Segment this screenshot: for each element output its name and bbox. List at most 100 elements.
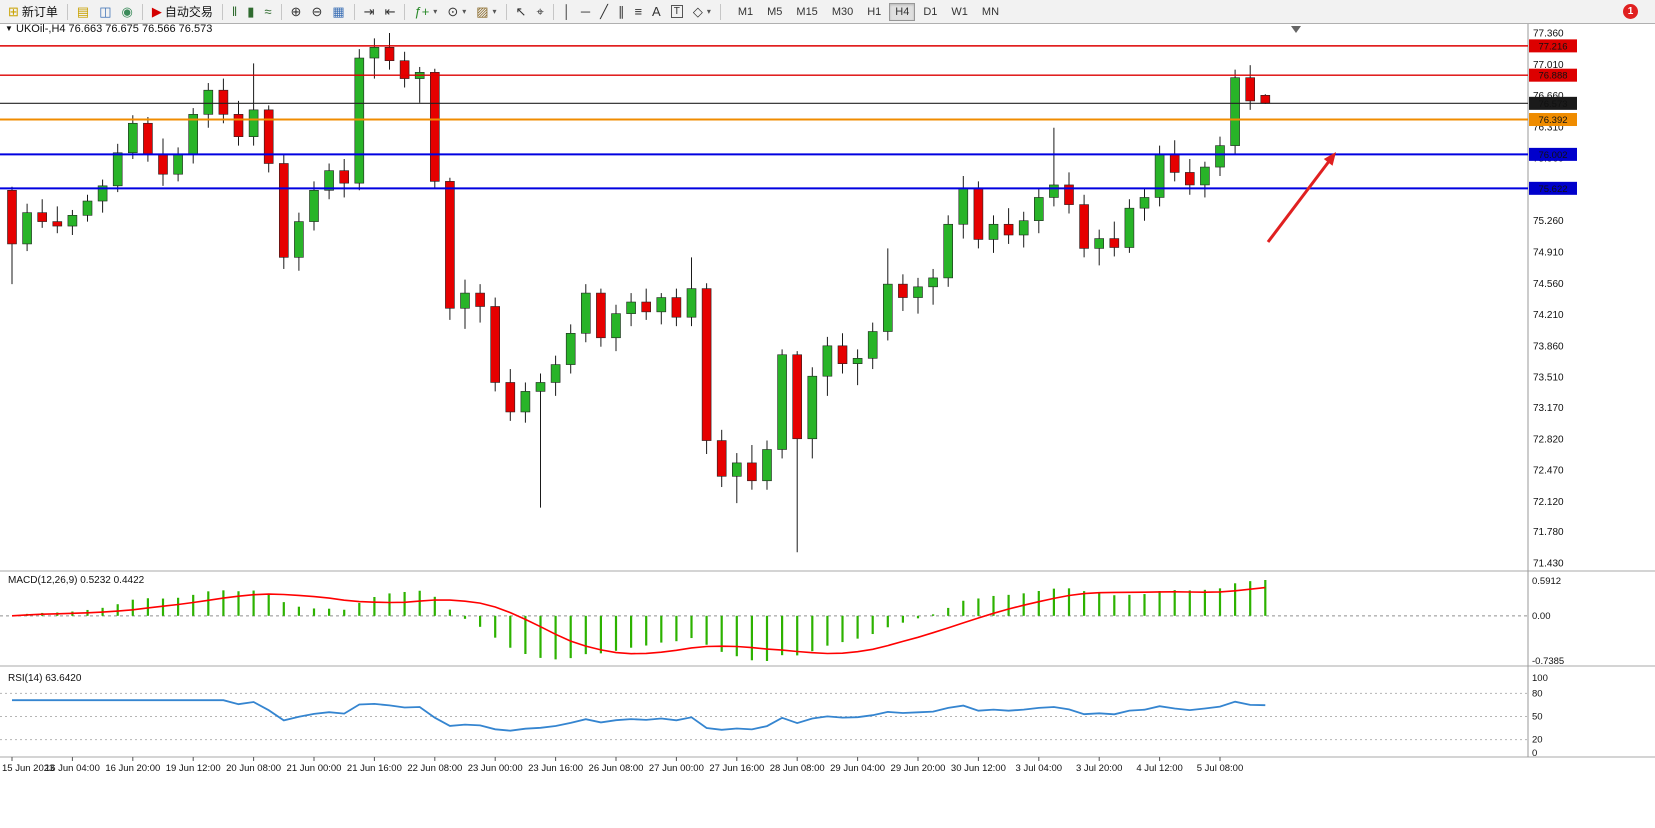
price-tag-label: 76.392 — [1538, 115, 1567, 126]
auto-scroll-button[interactable]: ⇥ — [360, 2, 379, 22]
candle-up — [1230, 77, 1240, 146]
candle-down — [671, 297, 682, 318]
candle-up — [550, 364, 561, 383]
main-toolbar: ⊞ 新订单 ▤ ◫ ◉ ▶ 自动交易 ‖ ▮ ≈ ⊕ ⊖ ▦ ⇥ ⇤ ƒ+ ▾ ⊙ ▾ ▨ ▾ ↖ ⌖ │ ─ ╱ ∥ ≡ A T ◇ ▾ M1… — [0, 0, 1655, 24]
price-tag-label: 75.622 — [1538, 184, 1567, 195]
new-order-button[interactable]: ⊞ 新订单 — [4, 2, 62, 22]
shapes-icon: ◇ — [692, 4, 703, 19]
periods-button[interactable]: ⊙ ▾ — [443, 2, 470, 22]
candle-down — [158, 154, 168, 175]
zoom-out-button[interactable]: ⊖ — [307, 2, 326, 22]
toolbar-separator — [280, 3, 282, 20]
bar-chart-button[interactable]: ‖ — [228, 2, 241, 22]
candle-up — [913, 286, 923, 298]
window-marker-icon[interactable]: ▼ — [5, 24, 13, 33]
toolbar-separator — [221, 3, 223, 20]
candle-up — [852, 358, 863, 364]
timeframe-h1[interactable]: H1 — [867, 5, 882, 18]
vertical-line-button[interactable]: │ — [559, 2, 575, 22]
candle-up — [626, 301, 636, 314]
channel-button[interactable]: ∥ — [614, 2, 629, 22]
price-axis-label: 72.120 — [1533, 497, 1564, 508]
line-chart-button[interactable]: ≈ — [260, 2, 275, 22]
price-axis-label: 75.260 — [1533, 216, 1564, 227]
text-label-icon: T — [670, 5, 683, 18]
price-tag — [1529, 113, 1577, 127]
crosshair-icon: ⌖ — [536, 4, 544, 19]
rsi-label: RSI(14) 63.6420 — [8, 673, 82, 684]
timeframe-m30[interactable]: M30 — [831, 5, 854, 18]
timeframe-m5[interactable]: M5 — [767, 5, 783, 18]
timeframe-h4[interactable]: H4 — [889, 2, 916, 21]
shapes-button[interactable]: ◇ ▾ — [689, 2, 715, 22]
candle-down — [641, 301, 652, 313]
indicators-button[interactable]: ƒ+ ▾ — [410, 2, 441, 22]
scroll-to-end-marker[interactable] — [1291, 26, 1301, 33]
horizontal-line-button[interactable]: ─ — [577, 2, 594, 22]
candle-up — [173, 154, 183, 175]
candle-down — [837, 345, 848, 364]
candle-up — [203, 89, 214, 115]
notification-badge[interactable]: 1 — [1623, 4, 1638, 19]
text-button[interactable]: A — [648, 2, 665, 22]
candle-down — [505, 382, 516, 413]
text-label-button[interactable]: T — [667, 2, 687, 22]
terminal-icon: ◉ — [121, 4, 133, 19]
candlestick-chart-button[interactable]: ▮ — [243, 2, 258, 22]
macd-signal-line — [11, 586, 1266, 655]
rsi-scale-label: 50 — [1532, 712, 1543, 723]
crosshair-button[interactable]: ⌖ — [532, 2, 547, 22]
templates-button[interactable]: ▨ ▾ — [472, 2, 500, 22]
candle-up — [777, 354, 787, 450]
price-tag-label: 76.573 — [1538, 99, 1567, 110]
toolbar-separator — [719, 3, 721, 20]
tile-windows-button[interactable]: ▦ — [328, 2, 348, 22]
chart-shift-icon: ⇤ — [384, 4, 396, 19]
time-axis-label: 16 Jun 20:00 — [105, 763, 160, 774]
chart-frame — [0, 24, 1655, 828]
price-tag — [1529, 96, 1577, 110]
candle-up — [97, 185, 108, 202]
cursor-button[interactable]: ↖ — [512, 2, 531, 22]
price-tag — [1529, 68, 1577, 82]
candle-up — [309, 190, 319, 222]
trendline-button[interactable]: ╱ — [596, 2, 612, 22]
candle-up — [822, 345, 833, 377]
candle-down — [1169, 154, 1180, 173]
autotrading-button[interactable]: ▶ 自动交易 — [148, 2, 217, 22]
candle-up — [656, 297, 667, 313]
time-axis-label: 29 Jun 04:00 — [830, 763, 885, 774]
price-axis-label: 77.010 — [1533, 60, 1564, 71]
rsi-scale-label: 100 — [1532, 673, 1548, 684]
candle-up — [565, 333, 576, 365]
timeframe-w1[interactable]: W1 — [951, 5, 968, 18]
time-axis-label: 21 Jun 16:00 — [347, 763, 402, 774]
chart-shift-button[interactable]: ⇤ — [381, 2, 400, 22]
candle-down — [596, 292, 606, 339]
auto-scroll-icon: ⇥ — [363, 4, 375, 19]
candle-down — [399, 60, 410, 79]
terminal-button[interactable]: ◉ — [118, 2, 137, 22]
zoom-in-button[interactable]: ⊕ — [287, 2, 306, 22]
price-tag-label: 76.002 — [1538, 150, 1567, 161]
candle-up — [112, 152, 123, 187]
price-tag — [1529, 39, 1577, 53]
timeframe-d1[interactable]: D1 — [923, 5, 938, 18]
arrow-annotation[interactable] — [1266, 152, 1336, 243]
time-axis-label: 4 Jul 12:00 — [1136, 763, 1182, 774]
timeframe-mn[interactable]: MN — [981, 5, 1000, 18]
candle-down — [898, 283, 908, 298]
timeframe-m15[interactable]: M15 — [796, 5, 818, 18]
price-axis-label: 76.310 — [1533, 122, 1564, 133]
fibonacci-button[interactable]: ≡ — [630, 2, 646, 22]
price-axis-label: 71.430 — [1533, 559, 1564, 570]
candle-down — [278, 163, 289, 258]
rsi-scale-label: 0 — [1532, 748, 1537, 759]
market-watch-button[interactable]: ▤ — [73, 2, 93, 22]
timeframe-m1[interactable]: M1 — [737, 5, 754, 18]
toolbar-separator — [404, 3, 406, 20]
navigator-button[interactable]: ◫ — [95, 2, 115, 22]
cursor-icon: ↖ — [515, 4, 527, 19]
horizontal-lines-layer[interactable] — [0, 45, 1528, 190]
